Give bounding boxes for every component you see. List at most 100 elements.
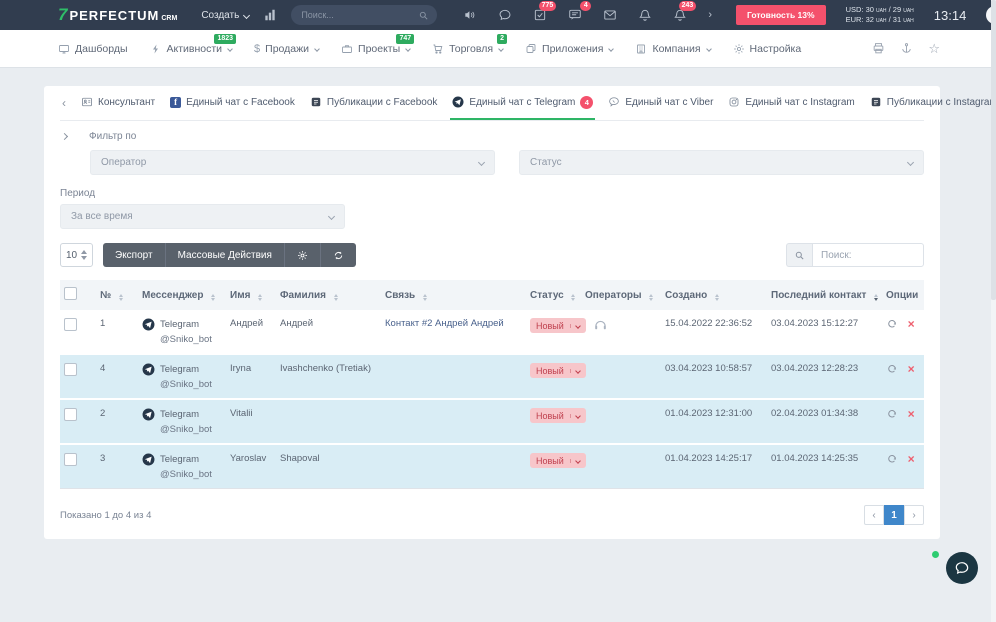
messenger-name: Telegram: [160, 409, 200, 420]
sort-icon[interactable]: [258, 293, 263, 301]
first-name-cell: Yaroslav: [230, 453, 267, 464]
tab-instagram-publications[interactable]: Публикации с Instagram: [868, 86, 996, 120]
filter-header: Фильтр по: [60, 131, 924, 142]
column-header[interactable]: Опции: [882, 280, 924, 310]
comments-icon[interactable]: 4: [568, 1, 592, 22]
bell-icon[interactable]: [638, 8, 652, 22]
header-chevron-right-icon[interactable]: ›: [708, 9, 712, 21]
period-label: Период: [60, 188, 96, 199]
global-search-input[interactable]: [301, 10, 419, 20]
page-1-button[interactable]: 1: [884, 505, 904, 525]
bulk-actions-button[interactable]: Массовые Действия: [164, 243, 284, 267]
create-button[interactable]: Создать: [201, 10, 251, 21]
delete-icon[interactable]: ×: [907, 317, 915, 331]
delete-icon[interactable]: ×: [907, 452, 915, 466]
sort-icon[interactable]: [118, 293, 123, 301]
tasks-icon[interactable]: 775: [533, 1, 557, 22]
anchor-icon[interactable]: [900, 42, 913, 55]
nav-item-activities[interactable]: Активности 1823: [150, 33, 237, 55]
column-header[interactable]: Операторы: [581, 280, 661, 310]
global-search[interactable]: [291, 5, 438, 25]
sort-icon[interactable]: [715, 293, 720, 301]
favorite-star-icon[interactable]: ☆: [928, 40, 940, 56]
column-header[interactable]: Фамилия: [276, 280, 381, 310]
dashboard-icon: [58, 43, 70, 55]
nav-item-projects[interactable]: Проекты 747: [341, 33, 415, 55]
row-checkbox[interactable]: [64, 453, 77, 466]
sort-icon[interactable]: [333, 293, 338, 301]
next-page-button[interactable]: ›: [904, 505, 924, 525]
column-header[interactable]: Связь: [381, 280, 526, 310]
volume-icon[interactable]: [463, 8, 477, 22]
readiness-button[interactable]: Готовность 13%: [736, 5, 826, 25]
currency-rates: USD: 30 uah / 29 uah EUR: 32 uah / 31 ua…: [846, 5, 914, 25]
table-row: 4 Telegram @Sniko_bot Iryna Ivashchenko …: [60, 354, 924, 399]
relation-cell: [381, 444, 526, 489]
row-checkbox[interactable]: [64, 318, 77, 331]
delete-icon[interactable]: ×: [907, 362, 915, 376]
column-header[interactable]: Создано: [661, 280, 767, 310]
status-cell: Новый: [526, 354, 586, 399]
last-name-cell: Shapoval: [280, 453, 320, 464]
brand-logo[interactable]: 7 PERFECTUM CRM: [58, 5, 177, 25]
status-badge[interactable]: Новый: [530, 363, 586, 378]
prev-page-button[interactable]: ‹: [864, 505, 884, 525]
page-size-stepper[interactable]: 10: [60, 243, 93, 267]
chat-fab[interactable]: [946, 552, 978, 584]
restart-chat-icon[interactable]: [886, 363, 898, 375]
nav-item-trade[interactable]: Торговля 2: [432, 33, 508, 55]
column-header[interactable]: Последний контакт: [767, 280, 882, 310]
tabs-scroll-left[interactable]: ‹: [62, 96, 66, 110]
row-checkbox[interactable]: [64, 408, 77, 421]
restart-chat-icon[interactable]: [886, 318, 898, 330]
export-button[interactable]: Экспорт: [103, 243, 165, 267]
chevron-down-icon: [569, 412, 581, 419]
sort-icon[interactable]: [649, 293, 654, 301]
operator-select[interactable]: Оператор: [90, 150, 495, 175]
row-checkbox[interactable]: [64, 363, 77, 376]
scrollbar-thumb[interactable]: [991, 0, 996, 300]
period-select[interactable]: За все время: [60, 204, 345, 229]
nav-item-company[interactable]: Компания: [635, 43, 712, 55]
status-badge[interactable]: Новый: [530, 408, 586, 423]
chat-bubble-icon[interactable]: [498, 8, 512, 22]
restart-chat-icon[interactable]: [886, 408, 898, 420]
tab-telegram-chat[interactable]: Единый чат с Telegram 4: [450, 86, 596, 120]
tab-instagram-chat[interactable]: Единый чат с Instagram: [726, 86, 856, 120]
column-header[interactable]: Статус: [526, 280, 581, 310]
sort-icon[interactable]: [211, 293, 216, 301]
nav-item-dashboards[interactable]: Дашборды: [58, 43, 128, 55]
sort-icon[interactable]: [422, 293, 427, 301]
status-badge[interactable]: Новый: [530, 453, 586, 468]
mail-icon[interactable]: [603, 8, 617, 22]
sort-icon[interactable]: [874, 293, 879, 301]
column-header[interactable]: №: [96, 280, 138, 310]
nav-item-applications[interactable]: Приложения: [525, 43, 615, 55]
status-select[interactable]: Статус: [519, 150, 924, 175]
activity-icon: [150, 43, 162, 55]
tab-facebook-chat[interactable]: f Единый чат с Facebook: [168, 86, 297, 120]
nav-item-settings[interactable]: Настройка: [733, 43, 801, 55]
nav-item-sales[interactable]: $ Продажи: [254, 43, 320, 55]
column-header[interactable]: Мессенджер: [138, 280, 226, 310]
restart-chat-icon[interactable]: [886, 453, 898, 465]
tab-viber-chat[interactable]: Единый чат с Viber: [606, 86, 715, 120]
nav-right-icons: ☆: [872, 41, 940, 57]
print-icon[interactable]: [872, 42, 885, 55]
chart-icon[interactable]: [263, 8, 277, 22]
tab-consultant[interactable]: Консультант: [79, 86, 157, 120]
filter-collapse-icon[interactable]: [60, 132, 69, 141]
contact-link[interactable]: Контакт #2 Андрей Андрей: [385, 318, 504, 329]
page-scrollbar[interactable]: [991, 0, 996, 622]
sort-icon[interactable]: [571, 293, 576, 301]
select-all-checkbox[interactable]: [64, 287, 77, 300]
table-settings-button[interactable]: [283, 243, 320, 267]
delete-icon[interactable]: ×: [907, 407, 915, 421]
tab-facebook-publications[interactable]: Публикации с Facebook: [308, 86, 440, 120]
column-header[interactable]: Имя: [226, 280, 276, 310]
notifications-bell-icon[interactable]: 243: [673, 1, 697, 22]
chevron-down-icon: [569, 322, 581, 329]
status-badge[interactable]: Новый: [530, 318, 586, 333]
refresh-button[interactable]: [319, 243, 356, 267]
table-search-input[interactable]: [812, 243, 924, 267]
